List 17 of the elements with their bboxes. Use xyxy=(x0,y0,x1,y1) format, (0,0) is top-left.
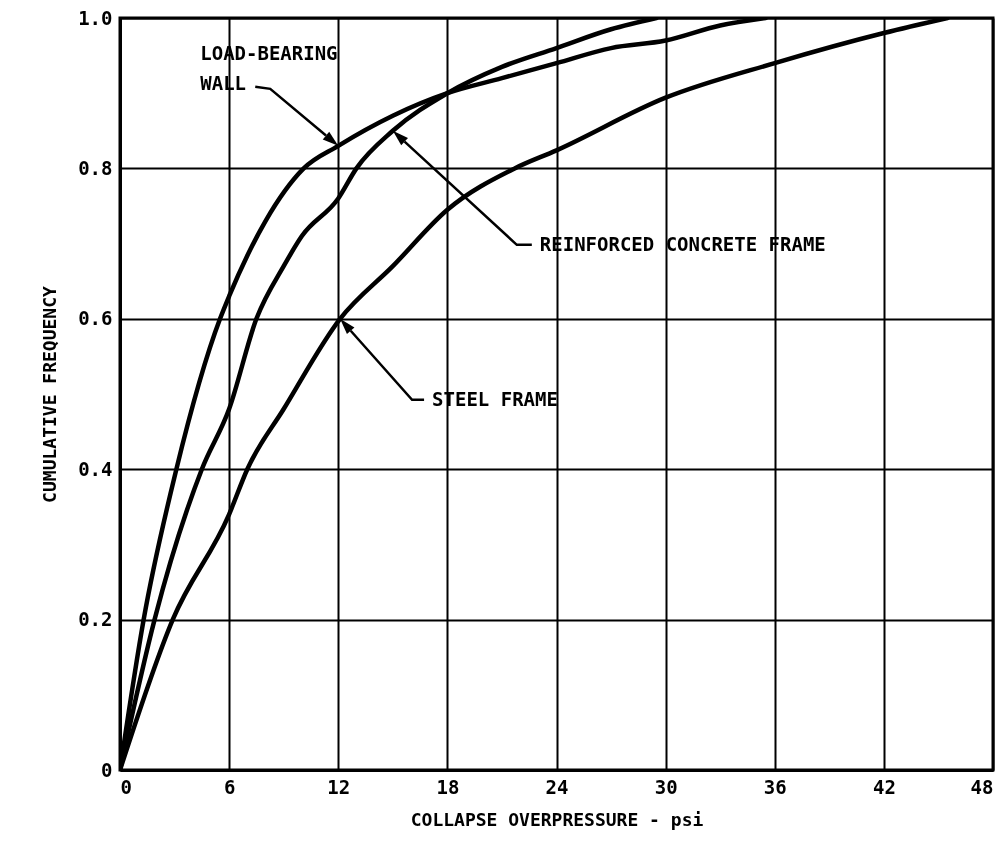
x-tick-label: 48 xyxy=(970,775,994,798)
y-tick-label: 0.4 xyxy=(78,457,113,480)
x-tick-label: 18 xyxy=(436,775,460,798)
x-tick-label: 12 xyxy=(327,775,351,798)
x-tick-label: 36 xyxy=(763,775,787,798)
y-tick-label: 0 xyxy=(101,758,113,781)
y-tick-label: 0.6 xyxy=(78,307,113,330)
x-tick-label: 0 xyxy=(120,775,132,798)
y-axis-title: CUMULATIVE FREQUENCY xyxy=(39,285,61,503)
y-tick-label: 0.2 xyxy=(78,608,113,631)
x-tick-label: 24 xyxy=(545,775,569,798)
x-tick-label: 6 xyxy=(223,775,236,798)
x-tick-label: 30 xyxy=(654,775,678,798)
y-tick-label: 1.0 xyxy=(78,6,113,29)
x-axis-title: COLLAPSE OVERPRESSURE - psi xyxy=(410,808,704,830)
x-tick-label: 42 xyxy=(872,775,896,798)
y-tick-label: 0.8 xyxy=(78,156,113,179)
